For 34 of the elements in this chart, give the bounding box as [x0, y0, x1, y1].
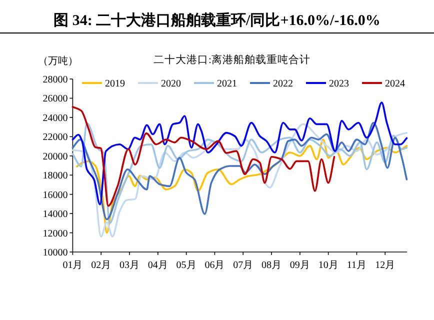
- legend-label: 2019: [105, 78, 125, 90]
- x-tick-label: 02月: [91, 260, 112, 271]
- x-tick-label: 01月: [62, 260, 83, 271]
- x-tick-label: 11月: [346, 260, 367, 271]
- x-tick-label: 09月: [290, 260, 310, 271]
- legend-label: 2023: [329, 78, 349, 90]
- line-series: [76, 138, 408, 234]
- y-tick-label: 18000: [42, 170, 68, 182]
- x-tick-label: 04月: [148, 260, 168, 271]
- legend-label: 2021: [217, 78, 237, 90]
- x-tick-label: 05月: [176, 260, 196, 271]
- y-tick-label: 28000: [42, 74, 68, 86]
- line-series: [72, 106, 336, 207]
- x-tick-label: 03月: [120, 260, 140, 271]
- y-tick-label: 26000: [42, 94, 68, 105]
- line-series: [72, 102, 408, 206]
- x-tick-label: 06月: [204, 260, 225, 271]
- x-tick-label: 12月: [375, 260, 396, 271]
- chart-subtitle: 二十大港口:离港船舶载重吨合计: [154, 53, 310, 66]
- y-tick-label: 14000: [42, 209, 68, 220]
- y-tick-label: 10000: [42, 248, 68, 258]
- legend-label: 2024: [385, 78, 405, 90]
- y-tick-label: 16000: [42, 190, 68, 201]
- y-tick-label: 20000: [42, 151, 68, 162]
- x-tick-label: 10月: [318, 260, 338, 271]
- chart-title: 图 34: 二十大港口船舶载重环/同比+16.0%/-16.0%: [54, 12, 380, 29]
- y-tick-label: 12000: [42, 228, 68, 240]
- legend-label: 2020: [161, 78, 181, 90]
- x-tick-label: 07月: [233, 260, 254, 271]
- y-tick-label: 22000: [42, 132, 68, 144]
- legend-label: 2022: [273, 78, 293, 90]
- x-tick-label: 08月: [262, 260, 282, 271]
- y-axis-title: （万吨）: [38, 55, 78, 67]
- y-tick-label: 24000: [42, 112, 68, 124]
